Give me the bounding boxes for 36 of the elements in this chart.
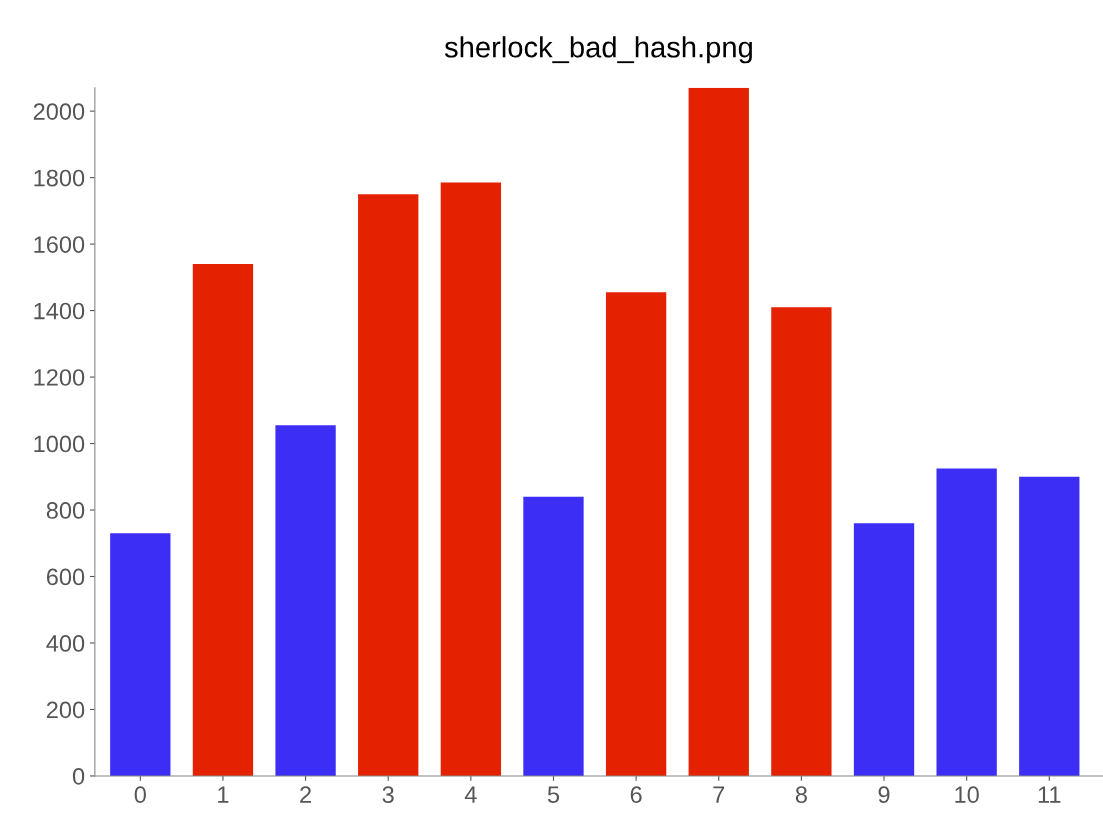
x-tick-label: 1 bbox=[218, 786, 229, 803]
y-tick-label: 600 bbox=[46, 568, 85, 586]
bar bbox=[110, 533, 171, 776]
bar bbox=[771, 307, 832, 776]
bar bbox=[275, 425, 336, 776]
y-tick-label: 1600 bbox=[34, 236, 85, 253]
x-tick-label: 8 bbox=[795, 786, 807, 804]
x-tick-label: 5 bbox=[547, 786, 560, 804]
bar bbox=[440, 182, 502, 776]
chart-title: sherlock_bad_hash.png bbox=[444, 36, 752, 64]
bar bbox=[936, 468, 997, 776]
bar bbox=[358, 194, 419, 776]
bar bbox=[853, 523, 915, 776]
x-tick-label: 4 bbox=[464, 786, 477, 803]
x-tick-label: 3 bbox=[382, 786, 394, 804]
y-tick-label: 800 bbox=[46, 502, 85, 519]
y-tick-label: 400 bbox=[46, 635, 85, 652]
bar bbox=[192, 264, 254, 776]
x-tick-label: 0 bbox=[134, 786, 146, 804]
bar bbox=[688, 87, 749, 776]
x-tick-label: 2 bbox=[300, 786, 311, 803]
bar bbox=[523, 496, 584, 776]
y-tick-label: 2000 bbox=[33, 103, 85, 120]
bar bbox=[605, 292, 667, 776]
y-tick-label: 200 bbox=[46, 701, 85, 719]
y-tick-label: 0 bbox=[72, 768, 85, 785]
bar bbox=[1019, 476, 1080, 776]
x-tick-label: 10 bbox=[955, 786, 979, 804]
x-tick-label: 6 bbox=[630, 786, 642, 804]
x-tick-label: 11 bbox=[1038, 786, 1061, 803]
y-tick-label: 1200 bbox=[34, 369, 85, 386]
x-tick-label: 9 bbox=[878, 786, 890, 804]
y-tick-label: 1000 bbox=[34, 435, 85, 453]
y-tick-label: 1400 bbox=[34, 302, 85, 320]
x-tick-label: 7 bbox=[713, 786, 725, 803]
y-tick-label: 1800 bbox=[34, 169, 85, 187]
